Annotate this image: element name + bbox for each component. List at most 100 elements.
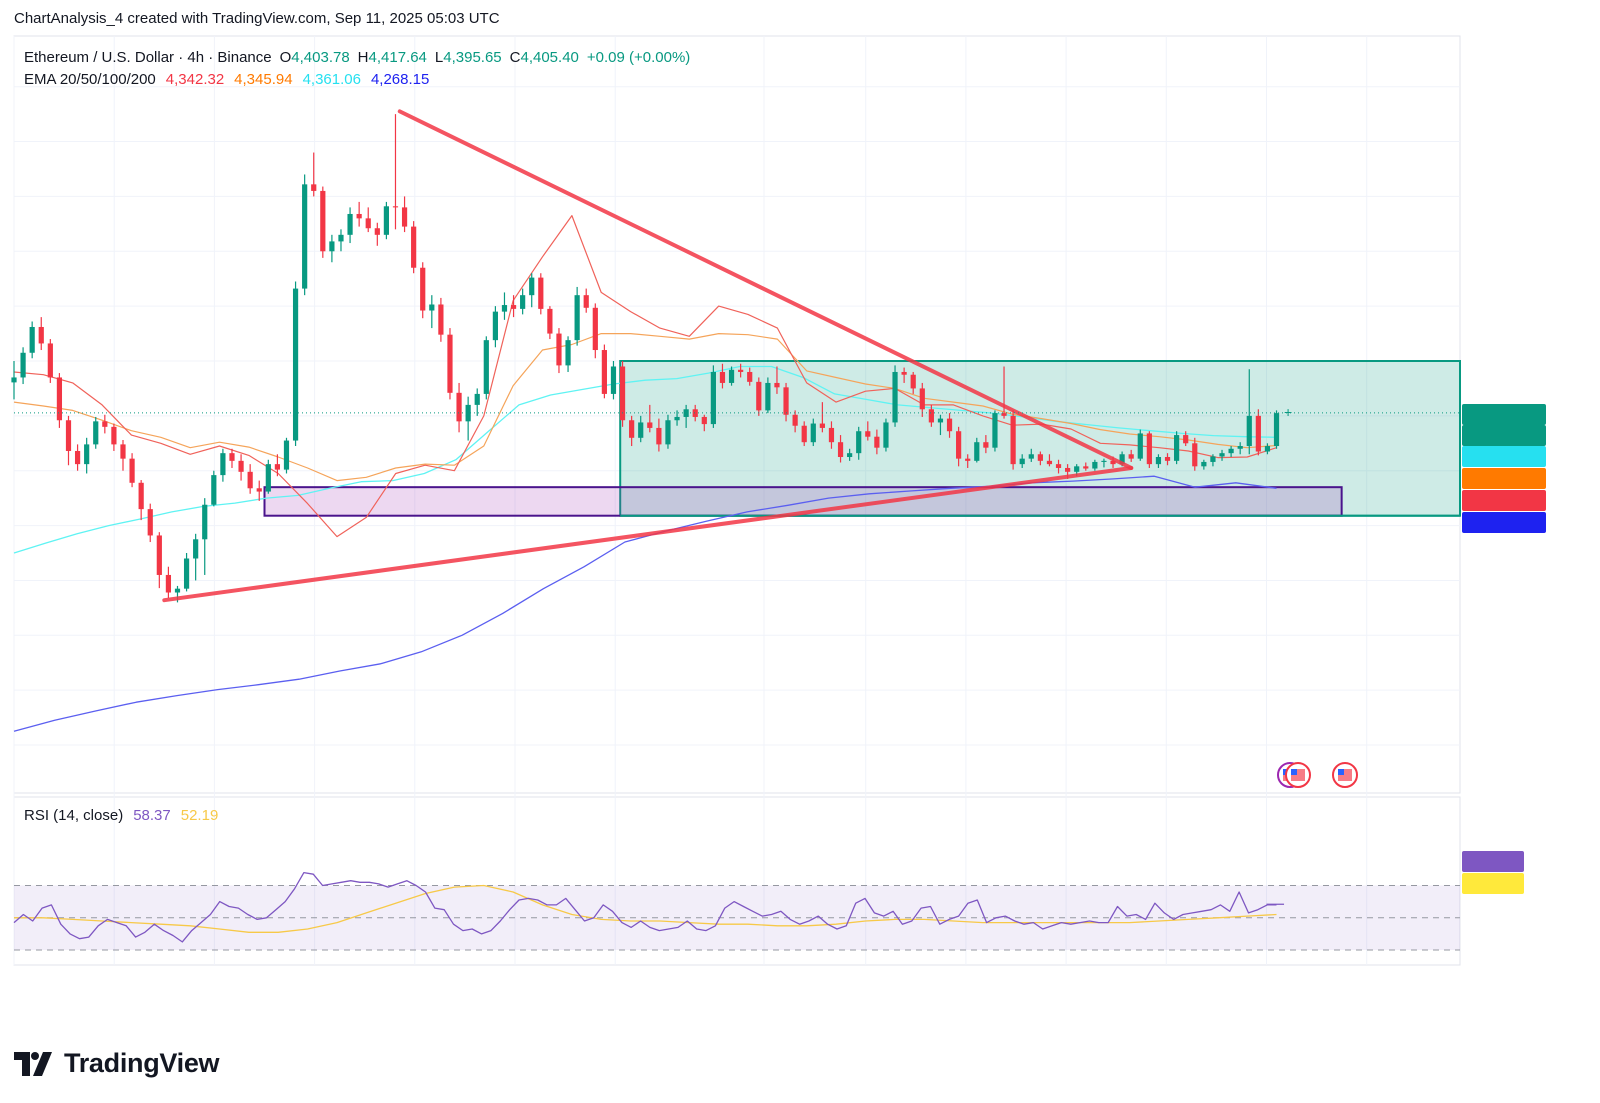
candle-body[interactable] [383,206,389,235]
candle-body[interactable] [1019,458,1025,465]
candle-body[interactable] [84,444,90,465]
candle-body[interactable] [74,450,81,465]
candle-body[interactable] [320,190,326,252]
candle-body[interactable] [520,295,526,309]
candle-body[interactable] [619,366,626,421]
candle-body[interactable] [828,427,835,443]
candle-body[interactable] [447,334,453,393]
candle-body[interactable] [710,371,716,425]
candle-body[interactable] [492,311,498,341]
candle-body[interactable] [756,381,762,411]
candle-body[interactable] [565,340,571,366]
candle-body[interactable] [728,369,735,383]
candle-body[interactable] [165,574,172,593]
candle-body[interactable] [928,409,934,423]
candle-body[interactable] [338,234,344,242]
candle-body[interactable] [256,488,262,492]
candle-body[interactable] [665,420,671,445]
candle-body[interactable] [574,295,580,341]
candle-body[interactable] [211,475,217,505]
candle-body[interactable] [1237,446,1243,449]
candle-body[interactable] [874,436,880,448]
candle-body[interactable] [837,442,844,458]
candle-body[interactable] [411,226,417,268]
candle-body[interactable] [292,288,299,441]
candle-body[interactable] [1255,415,1261,452]
candle-body[interactable] [147,509,153,536]
candle-body[interactable] [1273,413,1280,447]
candle-body[interactable] [901,371,907,375]
candle-body[interactable] [747,371,753,382]
candle-body[interactable] [1074,466,1080,472]
rsi-pane[interactable] [13,796,1461,966]
candle-body[interactable] [946,418,953,432]
candle-body[interactable] [183,558,190,589]
candle-body[interactable] [774,382,780,388]
candle-body[interactable] [819,423,825,428]
main-pane[interactable] [13,35,1461,794]
candle-body[interactable] [783,387,789,415]
candle-body[interactable] [483,340,489,394]
descending-trendline[interactable] [397,109,1134,470]
candle-body[interactable] [1055,464,1062,468]
candle-body[interactable] [1128,454,1134,459]
candle-body[interactable] [220,453,226,476]
candle-body[interactable] [456,392,462,422]
candle-body[interactable] [1192,443,1198,467]
candle-body[interactable] [801,425,807,443]
candle-body[interactable] [1146,433,1152,465]
candle-body[interactable] [1065,467,1071,472]
candle-body[interactable] [111,426,117,445]
candle-body[interactable] [1246,415,1252,447]
candle-body[interactable] [1264,446,1271,452]
tradingview-brand[interactable]: TradingView [14,1048,220,1079]
candle-body[interactable] [465,404,471,422]
candle-body[interactable] [265,464,271,492]
candle-body[interactable] [892,371,898,423]
candle-body[interactable] [856,431,862,454]
candle-body[interactable] [638,422,644,438]
candle-body[interactable] [311,184,317,191]
candle-body[interactable] [674,416,680,421]
candle-body[interactable] [583,295,589,308]
candle-body[interactable] [1092,461,1098,469]
candle-body[interactable] [1164,457,1171,461]
candle-body[interactable] [347,213,353,235]
candle-body[interactable] [283,440,290,470]
candle-body[interactable] [474,393,480,405]
candle-body[interactable] [1137,433,1143,459]
candle-body[interactable] [1183,435,1189,444]
candle-body[interactable] [547,308,553,334]
candle-body[interactable] [247,471,253,489]
candle-body[interactable] [601,350,607,394]
candle-body[interactable] [1228,448,1234,454]
chart-canvas[interactable]: +Ethereum / U.S. Dollar · 4h · Binance O4… [0,0,1600,1040]
candle-body[interactable] [910,374,916,389]
candle-body[interactable] [738,369,744,372]
candle-body[interactable] [156,535,162,575]
candle-body[interactable] [1210,456,1216,462]
candle-body[interactable] [56,377,63,421]
candle-body[interactable] [193,539,199,559]
candle-body[interactable] [1201,461,1207,467]
candle-body[interactable] [556,333,562,366]
candle-body[interactable] [974,442,980,461]
candle-body[interactable] [302,184,308,289]
candle-body[interactable] [937,418,944,423]
candle-body[interactable] [29,326,35,353]
candle-body[interactable] [1046,460,1053,465]
candle-body[interactable] [656,427,662,445]
candle-body[interactable] [1001,413,1007,416]
candle-body[interactable] [374,228,380,235]
candle-body[interactable] [174,588,181,593]
candle-body[interactable] [1155,457,1162,465]
candle-body[interactable] [274,464,281,470]
candle-body[interactable] [1037,454,1043,461]
candle-body[interactable] [765,382,771,411]
candle-body[interactable] [1219,453,1225,457]
candle-body[interactable] [647,422,653,428]
candle-body[interactable] [202,504,208,540]
candle-body[interactable] [138,482,144,510]
candle-body[interactable] [965,458,971,461]
ascending-trendline[interactable] [162,465,1134,603]
